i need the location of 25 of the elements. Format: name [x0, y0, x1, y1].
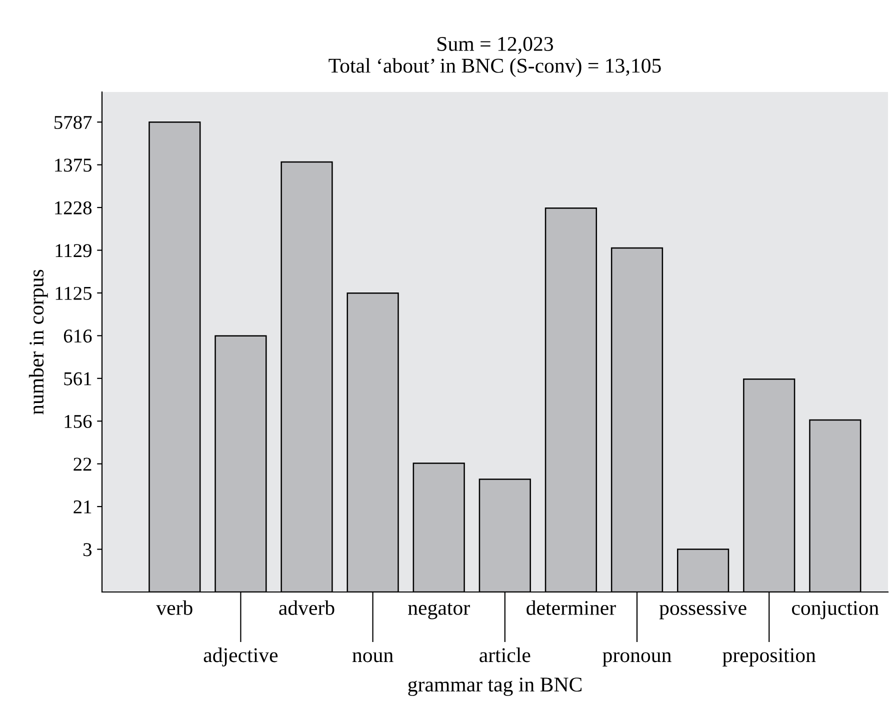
text: 616 — [64, 330, 92, 343]
text: 1375 — [55, 158, 92, 172]
text: 3 — [83, 543, 92, 556]
text: 1129 — [56, 244, 92, 258]
text: 5787 — [54, 116, 92, 130]
y-axis-title: number in corpus — [28, 270, 48, 414]
text: 1228 — [55, 201, 92, 214]
x-tick-label: conjuction — [792, 600, 879, 620]
x-tick-label: verb — [156, 600, 192, 615]
x-tick-label: adjective — [204, 648, 278, 666]
x-tick-label: pronoun — [602, 652, 672, 666]
x-tick-label: article — [480, 648, 530, 662]
text: 22 — [74, 458, 92, 471]
x-axis-title: grammar tag in BNC — [408, 678, 582, 696]
x-tick-label: noun — [352, 652, 394, 662]
x-tick-label: negator — [408, 603, 470, 620]
text: 561 — [64, 372, 92, 386]
text: 21 — [74, 500, 92, 514]
x-tick-label: determiner — [526, 600, 616, 615]
x-tick-label: adverb — [279, 600, 334, 615]
text: 156 — [64, 414, 92, 428]
x-tick-label: preposition — [722, 648, 816, 666]
text: 1125 — [56, 286, 92, 300]
chart-title: Sum = 12,023 Total ‘about’ in BNC (S-conv) = 13,105 — [328, 36, 661, 77]
x-tick-label: possessive — [659, 600, 746, 620]
